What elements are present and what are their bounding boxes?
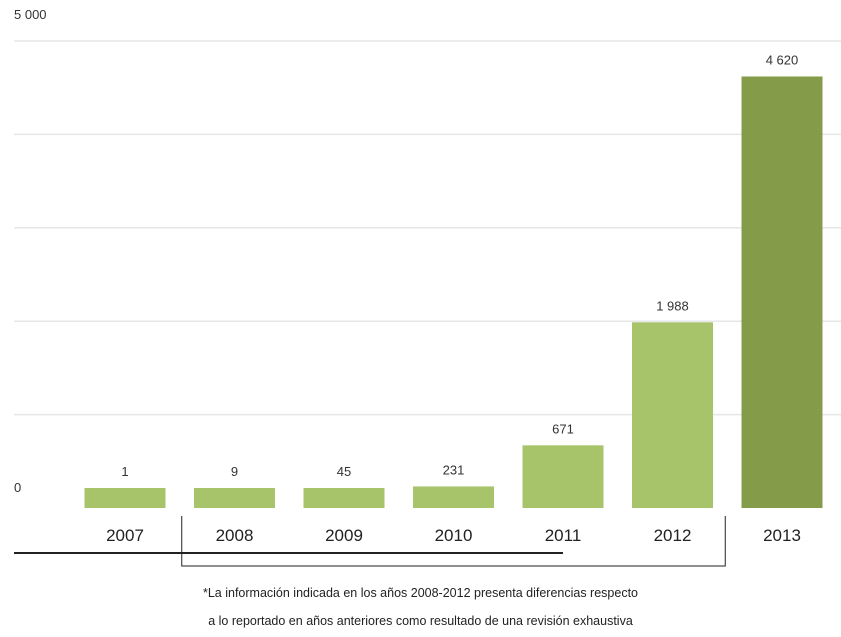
category-label-2012: 2012 [654, 526, 692, 545]
bar-2007 [84, 488, 166, 508]
category-label-2010: 2010 [435, 526, 473, 545]
category-label-2009: 2009 [325, 526, 363, 545]
bar-2010 [413, 486, 494, 508]
bar-2013 [741, 76, 823, 508]
bar-2008 [194, 488, 275, 508]
y-axis-top-label: 5 000 [14, 7, 47, 22]
bar-2009 [303, 488, 385, 508]
value-label-2012: 1 988 [656, 298, 689, 313]
value-label-2013: 4 620 [766, 52, 799, 67]
y-axis-zero-label: 0 [14, 480, 22, 495]
bracket-2008-2012 [181, 516, 726, 567]
footnote-line-1: *La información indicada en los años 200… [202, 586, 638, 600]
category-label-2008: 2008 [216, 526, 254, 545]
category-label-2011: 2011 [545, 526, 582, 545]
value-label-2010: 231 [443, 462, 465, 477]
bar-2012 [632, 322, 713, 508]
value-label-2007: 1 [121, 464, 128, 479]
bar-2011 [522, 445, 604, 508]
value-label-2011: 671 [552, 421, 574, 436]
category-label-2013: 2013 [763, 526, 801, 545]
value-label-2009: 45 [337, 464, 351, 479]
value-label-2008: 9 [231, 464, 238, 479]
footnote-line-2: a lo reportado en años anteriores como r… [208, 614, 633, 628]
category-label-2007: 2007 [106, 526, 144, 545]
